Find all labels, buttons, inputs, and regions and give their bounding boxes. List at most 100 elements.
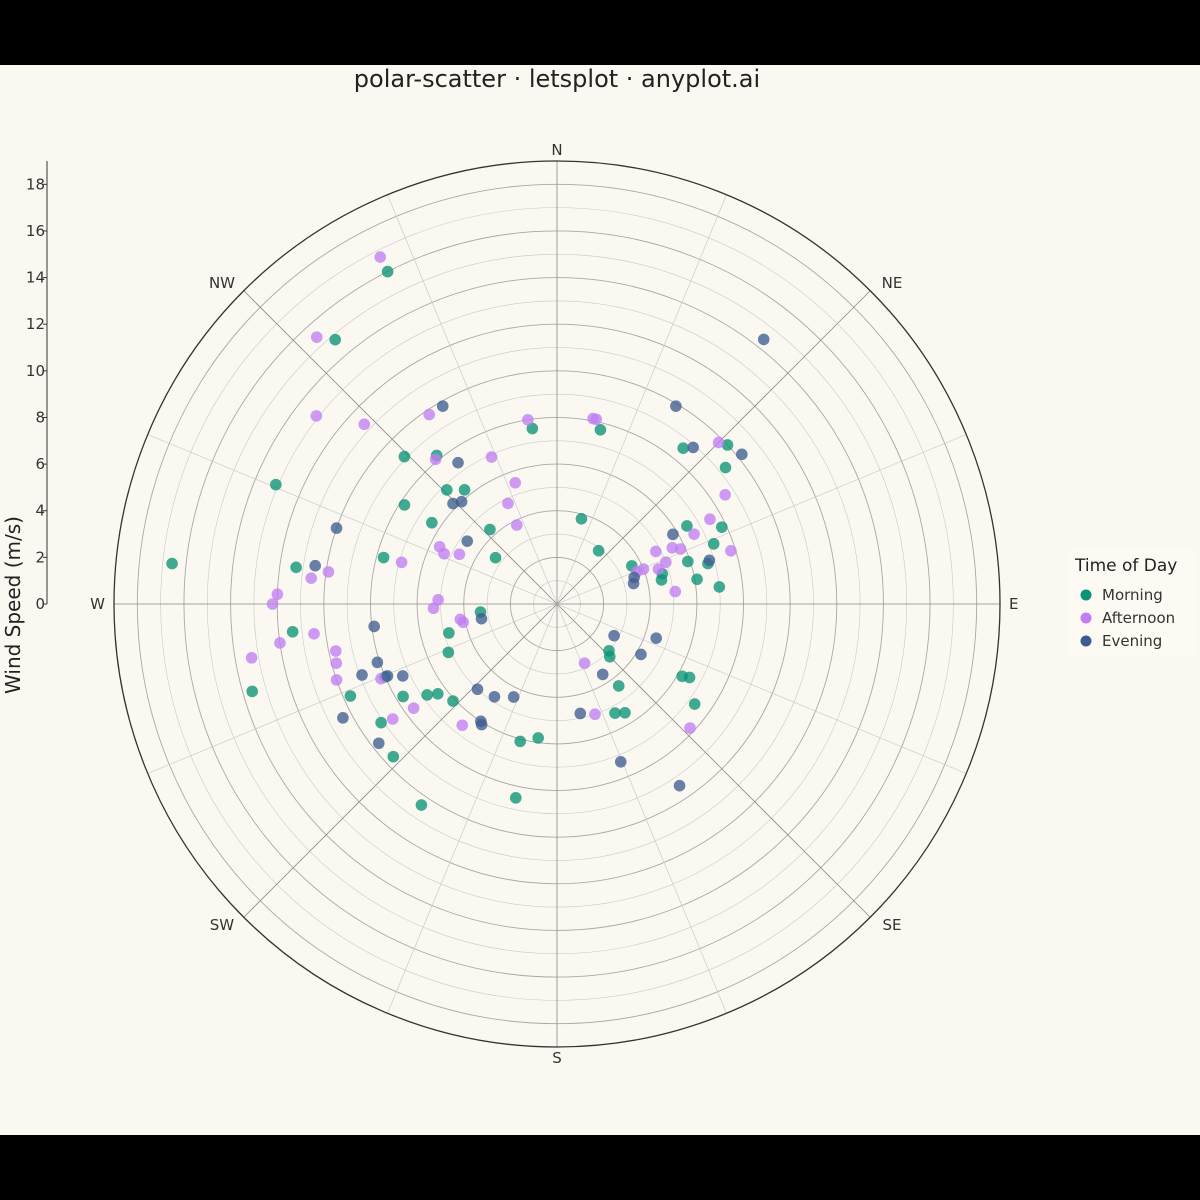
point-evening (667, 528, 679, 541)
point-morning (509, 792, 522, 804)
point-morning (458, 484, 471, 496)
point-evening (574, 707, 587, 720)
point-morning (441, 484, 453, 496)
point-evening (356, 669, 368, 681)
outer-circle (113, 160, 1001, 1048)
point-morning (707, 538, 720, 550)
polar-scatter-chart: 0 2 4 6 8 10 12 14 16 18 N NE E SE S SW W NW polar-scatt… (1, 65, 1196, 1067)
point-afternoon (704, 513, 716, 526)
point-afternoon (666, 541, 679, 554)
point-afternoon (725, 545, 737, 557)
point-morning (246, 685, 258, 698)
point-afternoon (432, 594, 444, 606)
legend-label-morning: Morning (1102, 586, 1163, 604)
point-morning (447, 695, 459, 707)
point-morning (387, 750, 400, 763)
point-afternoon (509, 476, 522, 489)
y-tick-label: 14 (26, 269, 45, 287)
point-afternoon (308, 628, 320, 640)
point-evening (436, 400, 449, 412)
point-morning (716, 521, 728, 533)
point-evening (635, 648, 647, 661)
point-afternoon (358, 418, 371, 431)
point-morning (691, 573, 703, 586)
polar-grid (113, 160, 1001, 1048)
y-tick-label: 18 (26, 175, 45, 193)
point-morning (681, 520, 693, 532)
point-evening (596, 668, 609, 681)
y-tick-label: 16 (26, 222, 45, 240)
grid-spoke (147, 603, 558, 774)
plot-panel: 0 2 4 6 8 10 12 14 16 18 N NE E SE S SW W NW polar-scatt… (0, 65, 1200, 1135)
point-morning (688, 698, 701, 710)
point-afternoon (266, 598, 279, 610)
point-afternoon (274, 637, 286, 649)
point-morning (575, 513, 588, 525)
point-afternoon (719, 488, 731, 501)
y-tick-label: 0 (35, 595, 45, 613)
direction-label-nw: NW (209, 274, 235, 292)
point-afternoon (438, 547, 450, 560)
legend-label-afternoon: Afternoon (1102, 609, 1175, 627)
point-evening (371, 656, 384, 669)
point-afternoon (688, 528, 700, 540)
point-afternoon (684, 722, 696, 734)
point-morning (270, 478, 282, 491)
point-morning (719, 461, 732, 474)
point-evening (471, 683, 484, 696)
direction-label-se: SE (883, 916, 902, 934)
point-afternoon (329, 645, 342, 657)
point-evening (337, 712, 349, 724)
legend-title: Time of Day (1074, 556, 1177, 576)
point-morning (415, 799, 428, 811)
point-evening (381, 670, 394, 682)
point-morning (377, 551, 390, 564)
point-morning (677, 442, 689, 454)
point-morning (286, 625, 299, 638)
legend-swatch-afternoon (1080, 612, 1092, 624)
point-morning (375, 716, 387, 729)
grid-spoke (243, 603, 558, 918)
point-evening (608, 629, 620, 642)
point-evening (330, 522, 343, 534)
point-morning (683, 671, 696, 684)
point-morning (443, 627, 455, 639)
y-axis: 0 2 4 6 8 10 12 14 16 18 (26, 161, 48, 613)
point-morning (329, 333, 341, 346)
direction-label-e: E (1009, 595, 1018, 613)
point-afternoon (652, 563, 665, 575)
data-points (166, 251, 770, 811)
point-afternoon (322, 566, 335, 578)
point-morning (426, 516, 438, 529)
point-evening (488, 690, 501, 703)
point-evening (507, 691, 520, 703)
point-morning (398, 499, 411, 511)
y-tick-label: 12 (26, 315, 45, 333)
point-afternoon (429, 453, 442, 466)
point-evening (670, 400, 682, 412)
grid-spoke (556, 290, 871, 605)
point-evening (461, 535, 474, 547)
point-evening (757, 333, 770, 346)
point-evening (309, 559, 321, 572)
point-afternoon (637, 563, 650, 575)
legend: Time of Day Morning Afternoon Evening (1068, 549, 1196, 657)
legend-swatch-morning (1080, 589, 1092, 601)
point-morning (713, 581, 726, 593)
point-afternoon (330, 674, 343, 686)
point-afternoon (374, 251, 387, 263)
legend-label-evening: Evening (1102, 632, 1162, 650)
chart-title: polar-scatter · letsplot · anyplot.ai (354, 65, 760, 93)
point-afternoon (427, 602, 440, 615)
point-afternoon (310, 331, 323, 343)
y-tick-label: 2 (35, 548, 45, 566)
grid-spoke (147, 434, 558, 605)
grid-spoke (387, 194, 558, 605)
point-morning (290, 561, 302, 574)
grid-spoke (387, 603, 558, 1014)
point-evening (736, 448, 748, 461)
y-tick-label: 4 (35, 502, 45, 520)
point-afternoon (386, 713, 399, 725)
point-afternoon (578, 657, 591, 669)
point-morning (603, 645, 615, 657)
